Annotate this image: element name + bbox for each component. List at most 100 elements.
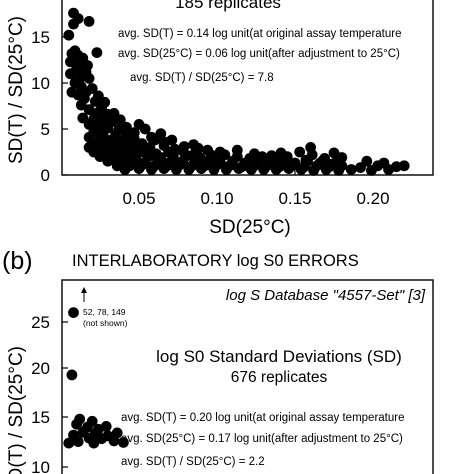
- panel-a-data-point: [71, 63, 82, 75]
- panel-a-data-point: [317, 154, 329, 166]
- panel-a-data-point: [146, 164, 157, 175]
- panel-b: (b) INTERLABORATORY log S0 ERRORS log S …: [2, 247, 434, 474]
- panel-a-xtick-label: 0.10: [200, 189, 233, 208]
- panel-a-data-point: [266, 150, 277, 162]
- panel-a-data-point: [133, 119, 145, 130]
- panel-a-data-point: [63, 29, 75, 41]
- panel-a-data-point: [249, 148, 260, 160]
- panel-a-annotation-3: avg. SD(T) / SD(25°C) = 7.8: [130, 72, 274, 84]
- panel-b-data-point: [100, 421, 112, 432]
- panel-a-data-point: [333, 165, 345, 176]
- panel-a-data-point: [68, 18, 79, 30]
- panel-a-data-point: [383, 164, 394, 175]
- panel-a-y-axis-label: SD(T) / SD(25°C): [6, 16, 27, 164]
- panel-b-points: [63, 307, 129, 449]
- panel-a-data-point: [121, 121, 132, 133]
- panel-b-ytick-label: 10: [31, 458, 50, 474]
- panel-a-data-point: [188, 139, 200, 151]
- panel-a-data-point: [146, 131, 157, 143]
- panel-b-ytick-label: 15: [31, 408, 50, 427]
- panel-a-title: 185 replicates: [175, 0, 281, 12]
- panel-a-data-point: [300, 154, 312, 166]
- panel-a-data-point: [155, 128, 167, 140]
- panel-a-data-point: [270, 164, 282, 175]
- panel-a-points: [63, 7, 410, 176]
- panel-b-annotation-1: avg. SD(T) = 0.20 log unit(at original a…: [121, 412, 405, 424]
- panel-a-data-point: [205, 149, 217, 161]
- panel-b-annotation-2: avg. SD(25°C) = 0.17 log unit(after adju…: [121, 433, 403, 445]
- panel-a-data-point: [183, 164, 195, 175]
- panel-a-data-point: [233, 163, 245, 175]
- panel-a-ytick-label: 10: [31, 74, 50, 93]
- panel-a-xtick-label: 0.15: [278, 189, 311, 208]
- panel-a-data-point: [114, 114, 126, 126]
- panel-b-arrow-note-caption: (not shown): [83, 318, 128, 328]
- panel-b-data-point: [71, 418, 82, 430]
- panel-a-plot-frame: [61, 0, 434, 176]
- panel-b-data-point: [68, 307, 79, 318]
- panel-b-annotation-3: avg. SD(T) / SD(25°C) = 2.2: [121, 456, 265, 468]
- panel-a-data-point: [128, 127, 140, 139]
- panel-b-title: log S0 Standard Deviations (SD): [156, 347, 402, 366]
- panel-a-data-point: [275, 147, 287, 159]
- panel-a-data-point: [75, 81, 87, 93]
- panel-a-data-point: [166, 134, 178, 146]
- panel-a-data-point: [93, 90, 104, 102]
- panel-b-data-point: [63, 437, 75, 449]
- panel-b-ytick-label: 25: [31, 313, 50, 332]
- panel-a-data-point: [196, 163, 207, 175]
- panel-b-arrow-note: 52, 78, 149 (not shown): [81, 287, 128, 328]
- panel-a-data-point: [208, 164, 220, 175]
- panel-a-data-point: [320, 164, 332, 175]
- panel-b-database-label: log S Database "4557-Set" [3]: [226, 287, 426, 304]
- panel-a-data-point: [231, 144, 243, 156]
- panel-a-data-point: [94, 151, 106, 163]
- panel-a-data-point: [283, 163, 295, 175]
- panel-a-data-point: [178, 141, 190, 152]
- panel-a-data-point: [214, 146, 226, 158]
- panel-b-data-point: [72, 436, 84, 447]
- panel-a-annotation-1: avg. SD(T) = 0.14 log unit(at original a…: [118, 28, 402, 40]
- panel-b-plot-frame: [61, 279, 434, 474]
- panel-a-data-point: [245, 164, 257, 175]
- panel-a-data-point: [305, 142, 316, 153]
- panel-a-data-point: [328, 147, 340, 159]
- panel-a-data-point: [83, 73, 95, 84]
- panel-a-y-axis: 0 5 10 15 SD(T) / SD(25°C): [6, 16, 68, 185]
- panel-a-data-point: [398, 160, 410, 172]
- panel-a-data-point: [308, 165, 320, 176]
- panel-a-data-point: [83, 104, 95, 116]
- panel-b-data-point: [118, 437, 129, 448]
- panel-a-data-point: [171, 164, 182, 175]
- panel-b-subtitle: 676 replicates: [231, 369, 328, 386]
- panel-b-y-axis-label: SD(T) / SD(25°C): [6, 346, 27, 474]
- panel-a: 185 replicates avg. SD(T) = 0.14 log uni…: [6, 0, 434, 238]
- panel-a-data-point: [82, 60, 93, 71]
- panel-a-data-point: [361, 155, 373, 167]
- panel-a-ytick-label: 15: [31, 28, 50, 47]
- panel-a-data-point: [133, 163, 145, 175]
- panel-a-xtick-label: 0.05: [122, 189, 155, 208]
- panel-a-data-point: [158, 163, 170, 175]
- panel-a-data-point: [221, 164, 232, 175]
- panel-b-ytick-label: 20: [31, 359, 50, 378]
- panel-a-annotation-2: avg. SD(25°C) = 0.06 log unit(after adju…: [118, 48, 400, 60]
- panel-b-data-point: [88, 437, 100, 449]
- panel-a-data-point: [102, 155, 114, 167]
- panel-b-data-point: [108, 435, 120, 447]
- panel-b-heading: INTERLABORATORY log S0 ERRORS: [72, 252, 359, 270]
- panel-a-data-point: [366, 165, 377, 176]
- panel-a-x-axis-label: SD(25°C): [209, 217, 291, 238]
- panel-a-data-point: [75, 99, 87, 111]
- panel-a-data-point: [102, 108, 114, 120]
- panel-a-data-point: [91, 47, 103, 58]
- panel-a-x-axis: 0.05 0.10 0.15 0.20 SD(25°C): [122, 169, 390, 238]
- panel-a-data-point: [83, 16, 95, 27]
- panel-b-data-point: [66, 369, 78, 381]
- panel-b-label: (b): [2, 247, 33, 275]
- panel-a-data-point: [336, 152, 348, 163]
- panel-a-ytick-label: 5: [41, 120, 50, 139]
- up-arrow-head-icon: [81, 287, 87, 293]
- panel-a-ytick-label: 0: [41, 166, 50, 185]
